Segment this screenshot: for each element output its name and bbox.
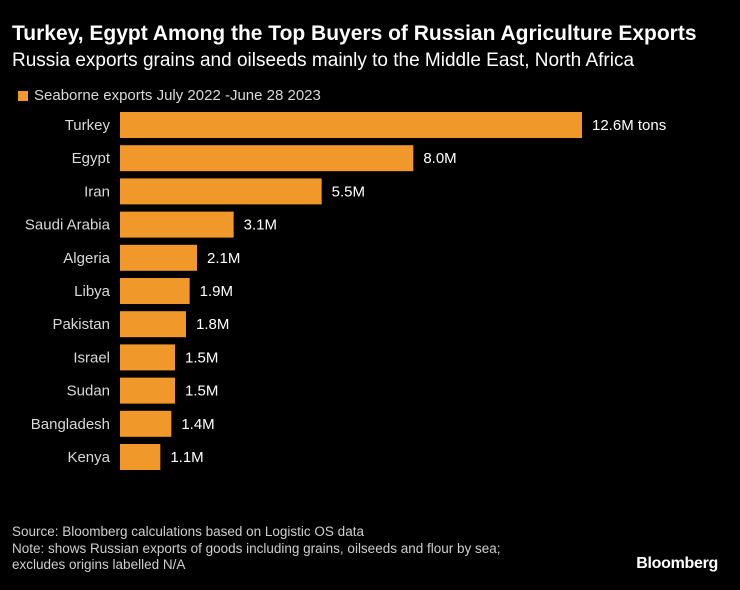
category-label: Iran <box>84 183 110 200</box>
value-label: 1.4M <box>181 416 214 433</box>
bar <box>120 145 414 172</box>
category-label: Turkey <box>65 117 111 134</box>
legend: Seaborne exports July 2022 -June 28 2023 <box>18 87 321 104</box>
value-label: 1.9M <box>200 283 233 300</box>
note-line-2: excludes origins labelled N/A <box>12 557 186 572</box>
chart-title: Turkey, Egypt Among the Top Buyers of Ru… <box>12 22 697 45</box>
category-label: Sudan <box>67 383 110 400</box>
source-note: Source: Bloomberg calculations based on … <box>12 524 364 539</box>
note-line-1: Note: shows Russian exports of goods inc… <box>12 540 501 556</box>
legend-label: Seaborne exports July 2022 -June 28 2023 <box>34 87 321 104</box>
footer-notes: Source: Bloomberg calculations based on … <box>12 524 501 574</box>
bar <box>120 311 186 338</box>
bar <box>120 344 175 371</box>
value-label: 1.5M <box>185 383 218 400</box>
category-label: Israel <box>73 349 110 366</box>
bar <box>120 444 161 470</box>
category-label: Kenya <box>67 449 110 466</box>
value-label: 2.1M <box>207 250 240 267</box>
value-label: 12.6M tons <box>592 117 666 134</box>
category-label: Pakistan <box>52 316 110 333</box>
bar <box>120 244 197 271</box>
chart-subtitle: Russia exports grains and oilseeds mainl… <box>12 50 635 71</box>
value-label: 1.5M <box>185 349 218 366</box>
category-label: Saudi Arabia <box>25 217 111 234</box>
value-label: 3.1M <box>244 217 277 234</box>
legend-swatch <box>18 90 28 101</box>
value-label: 8.0M <box>423 150 456 167</box>
category-label: Egypt <box>72 150 111 167</box>
bar <box>120 211 234 238</box>
value-label: 5.5M <box>332 183 365 200</box>
bar <box>120 112 582 138</box>
bloomberg-logo: Bloomberg <box>636 555 718 572</box>
category-label: Bangladesh <box>31 416 110 433</box>
value-label: 1.8M <box>196 316 229 333</box>
category-label: Algeria <box>63 250 110 267</box>
bar <box>120 410 172 437</box>
bar <box>120 178 322 205</box>
value-label: 1.1M <box>170 449 203 466</box>
category-label: Libya <box>74 283 111 300</box>
bar <box>120 377 175 404</box>
bar <box>120 278 190 304</box>
